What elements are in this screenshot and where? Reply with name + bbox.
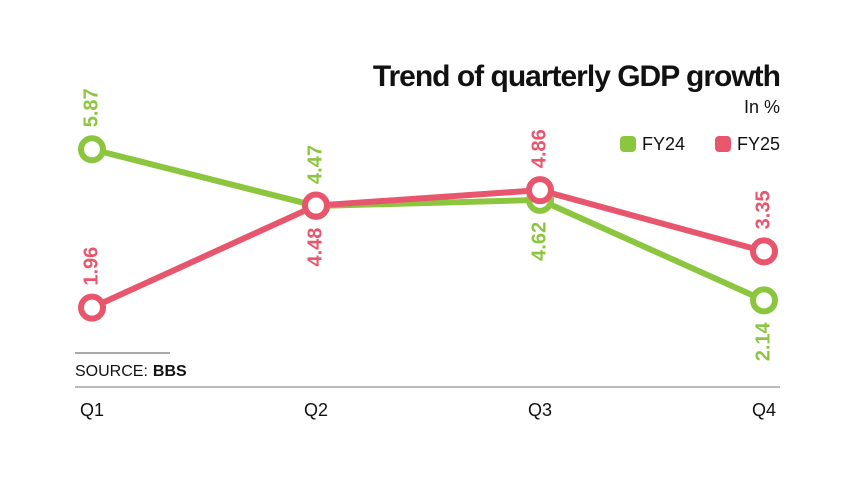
legend-label: FY24: [642, 134, 685, 154]
legend-swatch: [715, 136, 731, 152]
chart-title: Trend of quarterly GDP growth: [373, 60, 780, 93]
chart-subtitle: In %: [744, 97, 780, 117]
series-line: [90, 187, 765, 311]
legend-label: FY25: [737, 134, 780, 154]
data-label: 1.96: [80, 247, 102, 286]
x-tick-label: Q4: [752, 400, 776, 420]
point: [750, 237, 778, 266]
x-tick-label: Q1: [80, 400, 104, 420]
data-label: 4.86: [528, 129, 550, 168]
source: BBS: [153, 363, 187, 380]
data-label: 4.62: [528, 222, 550, 261]
data-label: 2.14: [752, 321, 774, 361]
x-tick-label: Q2: [304, 400, 328, 420]
point: [526, 176, 554, 205]
point: [78, 293, 106, 322]
data-label: 4.48: [304, 228, 326, 267]
data-label: 4.47: [304, 145, 326, 184]
x-tick-label: Q3: [528, 400, 552, 420]
legend-swatch: [620, 136, 636, 152]
point: [750, 286, 778, 315]
source-label: SOURCE:: [75, 363, 148, 380]
data-label: 5.87: [80, 88, 102, 127]
data-label: 3.35: [752, 190, 774, 229]
series-line: [91, 146, 766, 304]
point: [78, 135, 106, 164]
point: [302, 191, 330, 220]
